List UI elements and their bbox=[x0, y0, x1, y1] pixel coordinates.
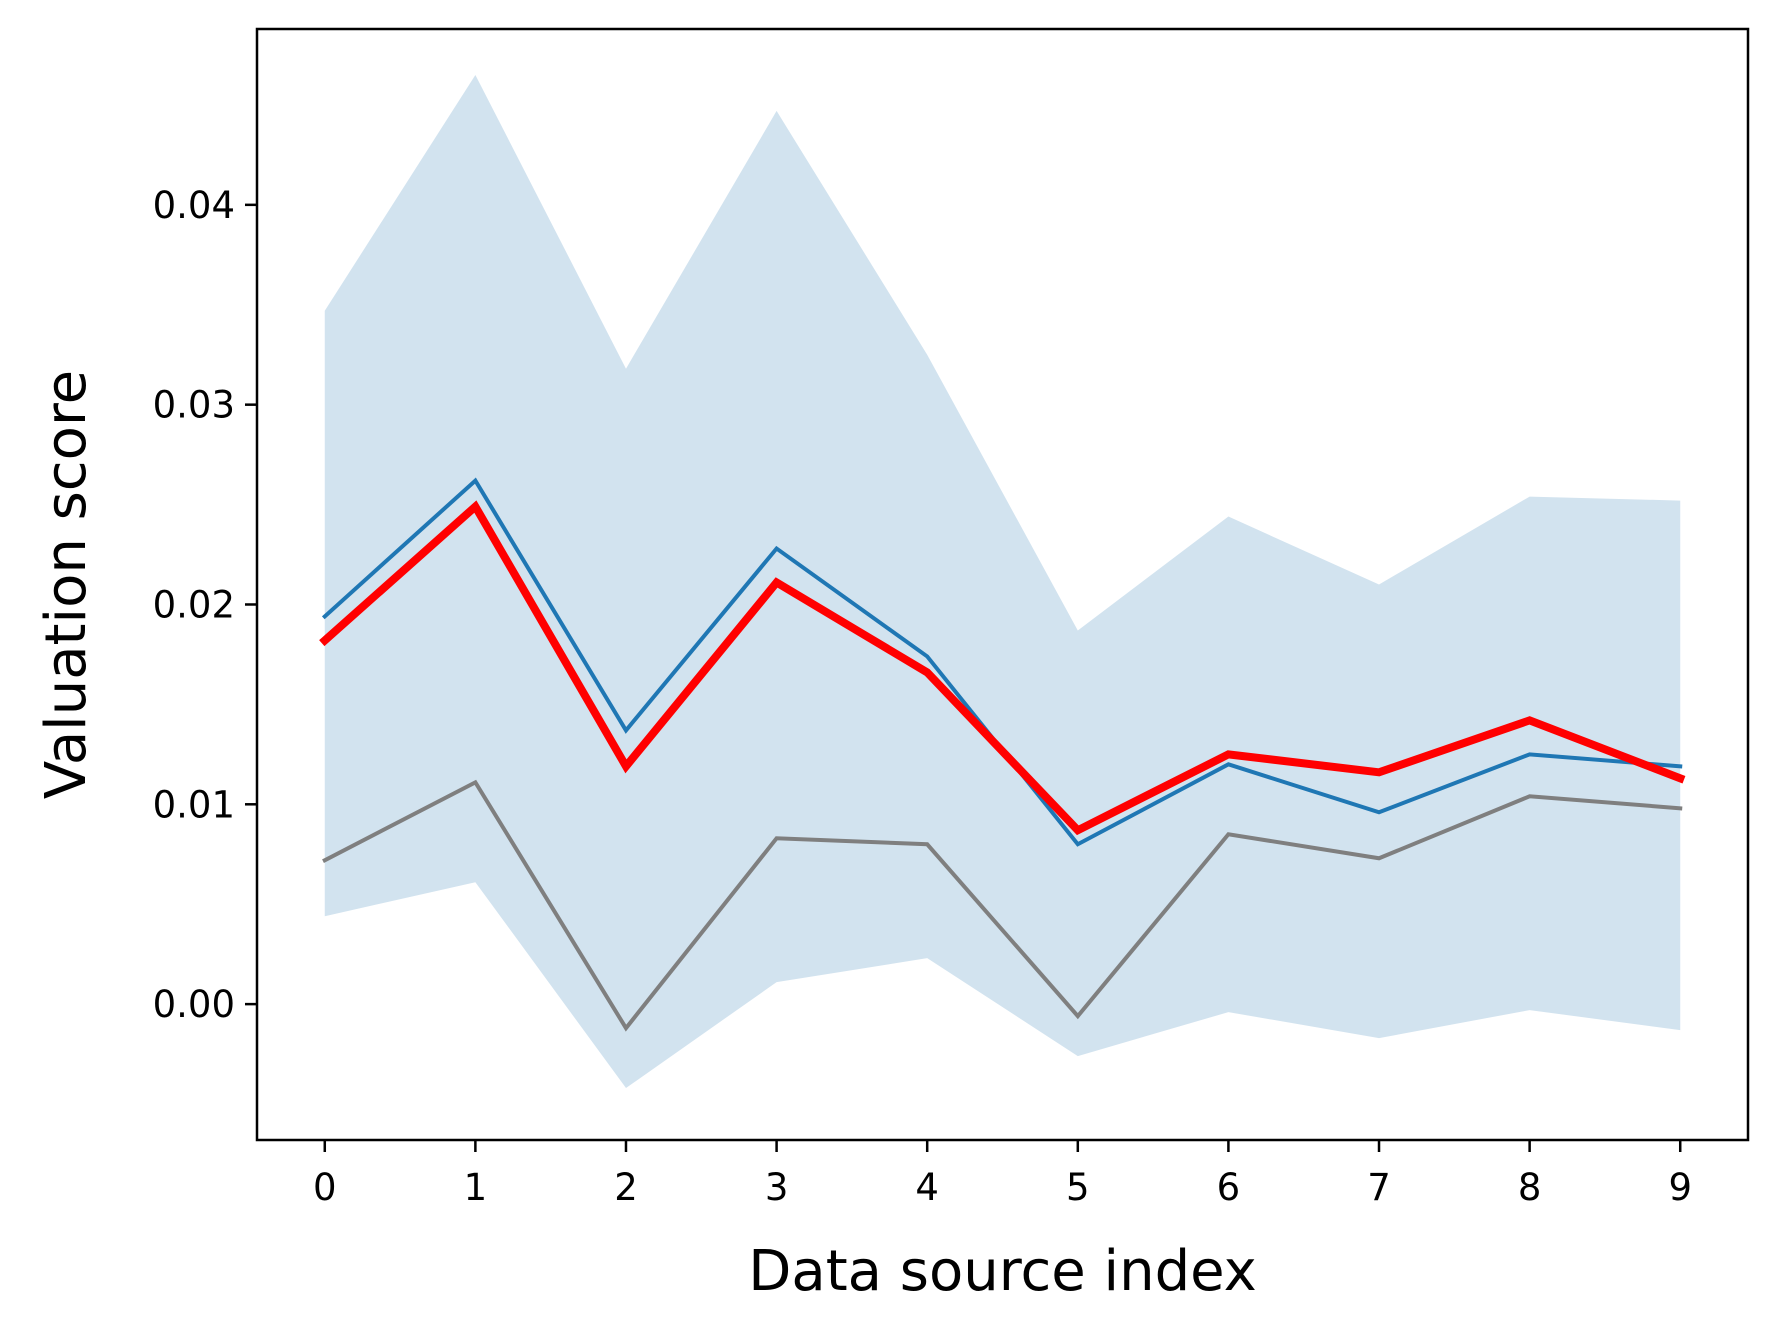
x-tick-label: 4 bbox=[915, 1166, 939, 1209]
y-tick-label: 0.00 bbox=[153, 983, 235, 1026]
x-axis: 0 1 2 3 4 5 6 7 8 9 bbox=[313, 1140, 1692, 1209]
y-axis-label: Valuation score bbox=[34, 370, 99, 799]
x-tick-label: 2 bbox=[614, 1166, 638, 1209]
plot-area bbox=[319, 74, 1686, 1089]
x-tick-label: 9 bbox=[1668, 1166, 1692, 1209]
series-line-1 bbox=[322, 779, 1683, 1032]
x-tick-label: 5 bbox=[1066, 1166, 1090, 1209]
x-tick-label: 3 bbox=[765, 1166, 789, 1209]
x-tick-label: 0 bbox=[313, 1166, 337, 1209]
x-tick-label: 8 bbox=[1518, 1166, 1542, 1209]
x-tick-label: 1 bbox=[464, 1166, 488, 1209]
x-axis-label: Data source index bbox=[748, 1239, 1256, 1304]
confidence-band bbox=[324, 74, 1681, 1089]
y-tick-label: 0.04 bbox=[153, 184, 235, 227]
y-axis: 0.00 0.01 0.02 0.03 0.04 bbox=[153, 184, 257, 1026]
axes-frame bbox=[255, 27, 1750, 1142]
y-tick-label: 0.03 bbox=[153, 384, 235, 427]
series-line-2 bbox=[319, 500, 1686, 836]
y-tick-label: 0.02 bbox=[153, 583, 235, 626]
x-tick-label: 6 bbox=[1217, 1166, 1241, 1209]
x-tick-label: 7 bbox=[1367, 1166, 1391, 1209]
y-tick-label: 0.01 bbox=[153, 783, 235, 826]
